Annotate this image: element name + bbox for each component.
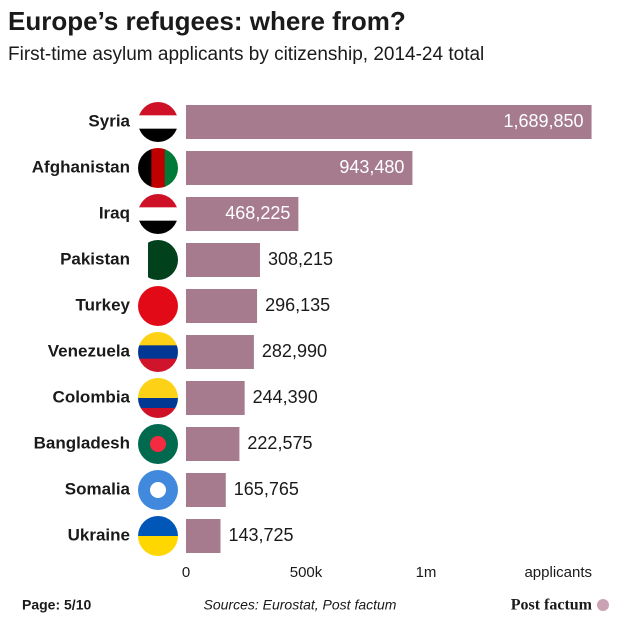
category-label: Colombia	[53, 387, 131, 406]
brand-icon	[597, 599, 609, 611]
flag-stripe	[138, 148, 152, 188]
flag-stripe	[138, 240, 149, 280]
category-label: Iraq	[99, 203, 130, 222]
value-label: 244,390	[253, 387, 318, 407]
chart-subtitle: First-time asylum applicants by citizens…	[8, 44, 484, 65]
flag	[138, 516, 178, 556]
flag	[138, 240, 178, 280]
flag	[138, 470, 178, 510]
value-label: 165,765	[234, 479, 299, 499]
flag-emblem	[150, 436, 166, 452]
bar	[186, 105, 592, 139]
flag-stripe	[138, 358, 178, 372]
category-label: Somalia	[65, 479, 131, 498]
x-axis-label: applicants	[524, 564, 592, 581]
x-tick-label: 1m	[416, 564, 437, 581]
flag-stripe	[138, 220, 178, 234]
flag-stripe	[164, 148, 178, 188]
flag-stripe	[138, 516, 178, 537]
chart-title: Europe’s refugees: where from?	[8, 6, 406, 36]
category-label: Ukraine	[68, 525, 130, 544]
flag	[138, 286, 178, 326]
value-label: 468,225	[225, 203, 290, 223]
value-label: 308,215	[268, 249, 333, 269]
flag	[138, 102, 178, 142]
bar	[186, 381, 245, 415]
flag-stripe	[138, 194, 178, 208]
flag-stripe	[138, 207, 178, 222]
bar	[186, 335, 254, 369]
bar	[186, 289, 258, 323]
category-label: Turkey	[76, 295, 131, 314]
bar	[186, 473, 226, 507]
x-tick-label: 0	[182, 564, 190, 581]
flag-stripe	[158, 240, 169, 280]
flag-stripe	[148, 240, 159, 280]
bar	[186, 197, 299, 231]
flag-stripe	[138, 378, 178, 389]
category-label: Pakistan	[60, 249, 130, 268]
flag-stripe	[138, 286, 178, 326]
x-tick-label: 500k	[290, 564, 323, 581]
flag-stripe	[138, 398, 178, 409]
value-label: 943,480	[339, 157, 404, 177]
value-label: 282,990	[262, 341, 327, 361]
category-label: Afghanistan	[32, 157, 130, 176]
category-label: Venezuela	[48, 341, 131, 360]
page-number: Page: 5/10	[22, 597, 91, 613]
flag-stripe	[138, 102, 178, 116]
value-label: 1,689,850	[503, 111, 583, 131]
source: Sources: Eurostat, Post factum	[204, 597, 397, 613]
category-label: Syria	[88, 111, 130, 130]
value-label: 296,135	[265, 295, 330, 315]
value-label: 143,725	[228, 525, 293, 545]
flag-stripe	[168, 240, 178, 280]
bar	[186, 243, 260, 277]
brand: Post factum	[511, 597, 593, 614]
flag-stripe	[151, 148, 166, 188]
bar	[186, 151, 413, 185]
category-label: Bangladesh	[34, 433, 130, 452]
flag-stripe	[138, 345, 178, 360]
flag-stripe	[138, 388, 178, 399]
flag-stripe	[138, 332, 178, 346]
flag	[138, 332, 178, 372]
flag	[138, 148, 178, 188]
bar	[186, 427, 240, 461]
flag-stripe	[138, 536, 178, 556]
value-label: 222,575	[247, 433, 312, 453]
flag-stripe	[138, 128, 178, 142]
flag	[138, 194, 178, 234]
bar	[186, 519, 221, 553]
flag-stripe	[138, 115, 178, 130]
flag-stripe	[138, 408, 178, 418]
flag	[138, 424, 178, 464]
flag	[138, 378, 178, 418]
flag-emblem	[150, 482, 166, 498]
